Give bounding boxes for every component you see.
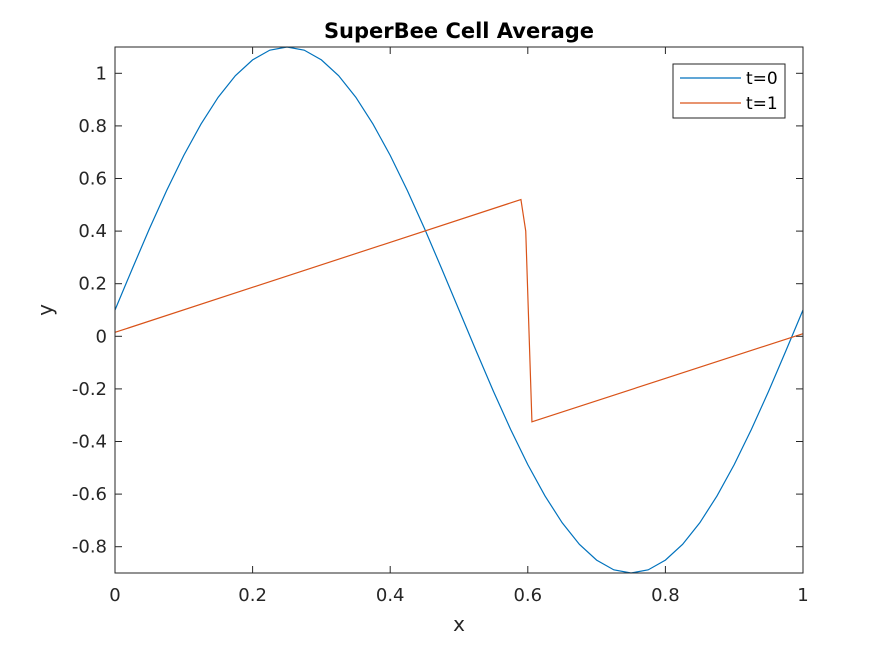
x-axis-label: x: [453, 612, 465, 636]
x-tick-label: 0.6: [513, 585, 542, 606]
y-tick-label: 0: [96, 326, 107, 347]
y-axis-label: y: [33, 304, 57, 316]
legend-box: [672, 63, 786, 119]
x-tick-label: 0: [109, 585, 120, 606]
chart-title: SuperBee Cell Average: [324, 19, 594, 43]
y-tick-label: 0.8: [78, 116, 107, 137]
series-layer: [114, 46, 804, 574]
series-line-2: [114, 198, 804, 423]
x-tick-label: 0.8: [651, 585, 680, 606]
legend-label-2: t=1: [746, 94, 778, 114]
y-tick-label: 0.6: [78, 169, 107, 190]
x-tick-label: 0.2: [238, 585, 267, 606]
axes-box: [114, 46, 804, 574]
x-tick-label: 1: [797, 585, 808, 606]
y-tick-label: 1: [96, 63, 107, 84]
ticks-layer: 0 0.2 0.4 0.6 0.8 1 -0.8 -0.6 -0.4 -0.2 0 0.2 0.4 0.6…: [72, 47, 809, 606]
y-tick-label: 0.4: [78, 221, 107, 242]
y-tick-label: -0.6: [72, 484, 107, 505]
x-tick-label: 0.4: [376, 585, 405, 606]
y-tick-label: 0.2: [78, 274, 107, 295]
y-tick-label: -0.2: [72, 379, 107, 400]
y-tick-label: -0.8: [72, 537, 107, 558]
axes-layer: [114, 46, 804, 574]
y-tick-label: -0.4: [72, 432, 107, 453]
legend: t=0t=1: [672, 63, 786, 119]
legend-label-1: t=0: [746, 69, 778, 89]
series-line-1: [114, 46, 804, 574]
